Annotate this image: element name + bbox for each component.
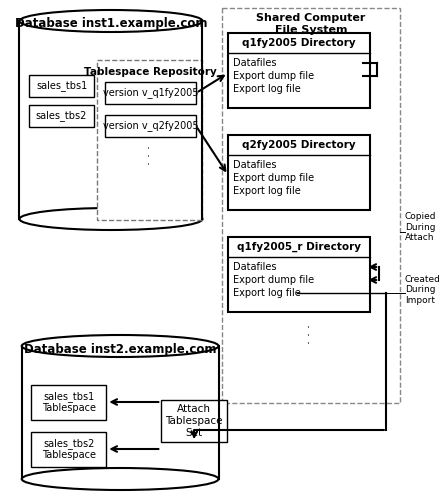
FancyBboxPatch shape [228, 33, 370, 108]
Text: sales_tbs1: sales_tbs1 [36, 81, 87, 92]
Text: Copied
During
Attach: Copied During Attach [405, 212, 436, 242]
Text: q2fy2005 Directory: q2fy2005 Directory [242, 140, 356, 150]
Text: q1fy2005_r Directory: q1fy2005_r Directory [237, 242, 361, 252]
FancyBboxPatch shape [105, 115, 196, 137]
FancyBboxPatch shape [31, 385, 106, 420]
Text: Attach
Tablespace
Set: Attach Tablespace Set [166, 404, 223, 438]
Text: Shared Computer
File System: Shared Computer File System [256, 13, 365, 35]
Text: version v_q2fy2005: version v_q2fy2005 [102, 121, 198, 132]
Text: Export dump file: Export dump file [233, 275, 314, 285]
Text: Export dump file: Export dump file [233, 173, 314, 183]
Text: Database inst2.example.com: Database inst2.example.com [24, 343, 216, 355]
FancyBboxPatch shape [222, 8, 400, 403]
FancyBboxPatch shape [19, 21, 202, 219]
Text: version v_q1fy2005: version v_q1fy2005 [103, 88, 198, 99]
Ellipse shape [22, 468, 218, 490]
FancyBboxPatch shape [29, 105, 94, 127]
Text: Export log file: Export log file [233, 288, 300, 298]
Text: Database inst1.example.com: Database inst1.example.com [15, 17, 207, 31]
FancyBboxPatch shape [31, 432, 106, 467]
Text: Datafiles: Datafiles [233, 262, 276, 272]
Text: Datafiles: Datafiles [233, 58, 276, 68]
FancyBboxPatch shape [228, 237, 370, 312]
FancyBboxPatch shape [29, 75, 94, 97]
Ellipse shape [22, 335, 218, 357]
Text: Datafiles: Datafiles [233, 160, 276, 170]
FancyBboxPatch shape [22, 346, 218, 479]
FancyBboxPatch shape [161, 400, 227, 442]
Text: · · ·: · · · [304, 324, 318, 344]
FancyBboxPatch shape [97, 60, 202, 220]
Text: Tablespace Repository: Tablespace Repository [84, 67, 217, 77]
Text: sales_tbs2
Tablespace: sales_tbs2 Tablespace [42, 438, 96, 460]
Text: · · ·: · · · [144, 145, 157, 165]
Text: q1fy2005 Directory: q1fy2005 Directory [242, 38, 356, 48]
Text: Export log file: Export log file [233, 186, 300, 196]
Text: Export log file: Export log file [233, 84, 300, 94]
Text: Created
During
Import: Created During Import [405, 275, 441, 305]
FancyBboxPatch shape [228, 135, 370, 210]
Text: sales_tbs2: sales_tbs2 [36, 110, 87, 121]
Text: sales_tbs1
Tablespace: sales_tbs1 Tablespace [42, 391, 96, 413]
FancyBboxPatch shape [105, 82, 196, 104]
Text: Export dump file: Export dump file [233, 71, 314, 81]
Ellipse shape [19, 10, 202, 32]
Ellipse shape [19, 208, 202, 230]
